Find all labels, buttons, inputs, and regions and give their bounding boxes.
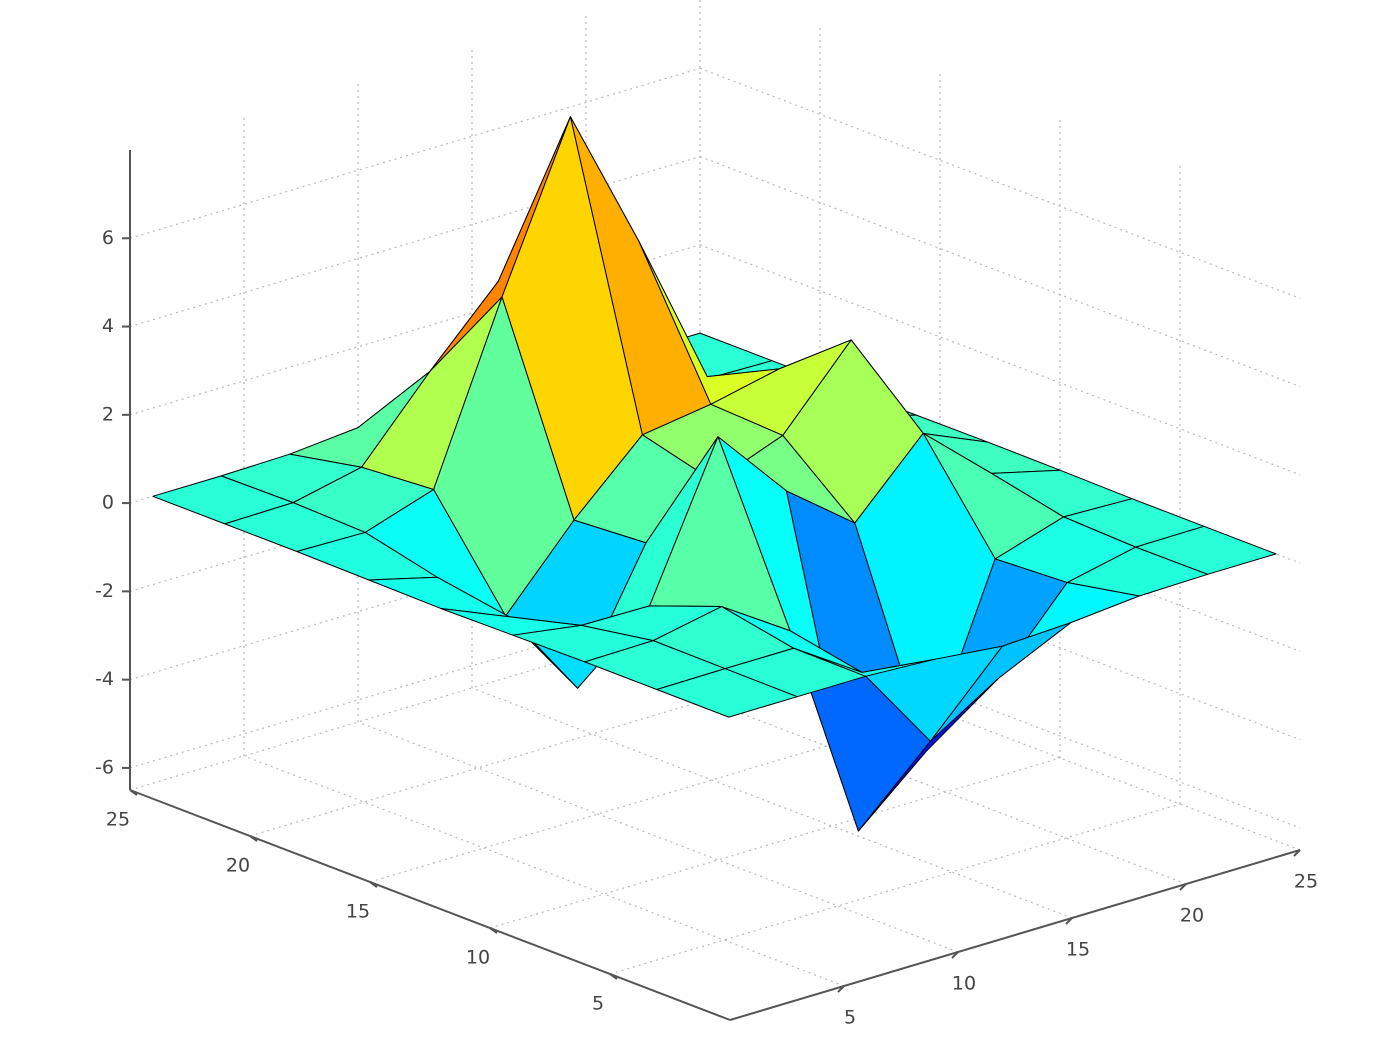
grid-line bbox=[357, 721, 959, 953]
grid-line bbox=[489, 757, 1061, 929]
z-tick-label: -4 bbox=[95, 668, 114, 690]
x-tick-label: 15 bbox=[1066, 939, 1090, 961]
grid-line bbox=[471, 687, 1073, 919]
x-tick bbox=[951, 951, 959, 959]
z-tick-label: -6 bbox=[95, 756, 114, 778]
y-tick bbox=[129, 789, 138, 796]
y-tick bbox=[249, 835, 258, 842]
z-tick-label: 6 bbox=[102, 227, 114, 249]
surface-face bbox=[656, 668, 798, 718]
x-tick bbox=[837, 985, 845, 993]
grid-line bbox=[699, 244, 1301, 476]
x-tick-label: 10 bbox=[952, 973, 976, 995]
y-tick-label: 5 bbox=[592, 993, 604, 1015]
grid-line bbox=[609, 803, 1181, 975]
grid-line bbox=[699, 597, 1301, 829]
y-tick-label: 15 bbox=[346, 901, 370, 923]
z-tick-label: 4 bbox=[102, 315, 114, 337]
z-tick-label: 2 bbox=[102, 403, 114, 425]
grid-line bbox=[699, 420, 1301, 652]
y-tick-label: 10 bbox=[466, 947, 490, 969]
y-tick-label: 20 bbox=[226, 855, 250, 877]
x-tick bbox=[1065, 917, 1073, 925]
x-tick-label: 25 bbox=[1294, 871, 1318, 893]
grid-line bbox=[243, 755, 845, 987]
x-tick-label: 5 bbox=[844, 1007, 856, 1029]
x-tick bbox=[1179, 883, 1187, 891]
x-tick bbox=[1293, 849, 1301, 857]
y-tick bbox=[369, 881, 378, 888]
y-axis bbox=[129, 789, 731, 1021]
y-tick bbox=[609, 973, 618, 980]
z-tick-label: 0 bbox=[102, 492, 114, 514]
grid-line bbox=[699, 67, 1301, 299]
grid-line bbox=[699, 155, 1301, 388]
y-tick bbox=[489, 927, 498, 934]
y-tick-label: 25 bbox=[106, 809, 130, 831]
x-tick-label: 20 bbox=[1180, 905, 1204, 927]
grid-line bbox=[699, 509, 1301, 741]
z-tick-label: -2 bbox=[95, 580, 114, 602]
x-axis bbox=[729, 849, 1301, 1021]
